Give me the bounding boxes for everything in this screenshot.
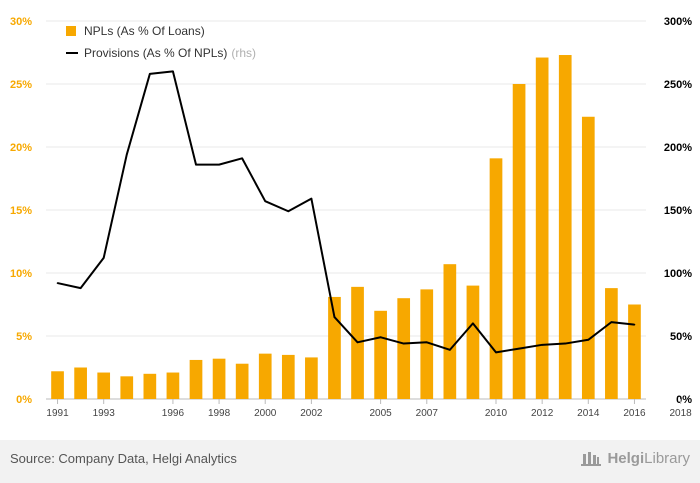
line-point (333, 316, 336, 318)
line-point (149, 73, 151, 75)
right-axis-tick-label: 200% (664, 142, 692, 154)
left-axis-tick-label: 5% (16, 331, 32, 343)
bar (305, 357, 318, 399)
right-axis-tick-label: 150% (664, 205, 692, 217)
bar (558, 55, 572, 400)
x-axis-tick-label: 2010 (485, 408, 508, 419)
right-axis-tick-label: 300% (664, 16, 692, 28)
brand-name-part2: Library (644, 449, 690, 467)
bar (443, 264, 457, 399)
x-axis-tick-label: 2007 (416, 408, 439, 419)
bar (420, 289, 434, 399)
bar (97, 372, 111, 399)
line-point (218, 163, 220, 166)
chart-svg: 0% 5% 10% 15% 20% 25% 30% 0% 50% 100% 150% 200% 250%… (10, 16, 692, 419)
line-point (610, 321, 613, 323)
line-point (310, 197, 313, 200)
bar (212, 358, 226, 399)
right-axis-tick-label: 250% (664, 79, 692, 91)
line-point (56, 282, 59, 284)
right-axis-tick-label: 0% (676, 394, 692, 406)
line-point (102, 257, 105, 259)
legend-label-provisions: Provisions (As % Of NPLs) (84, 46, 228, 60)
bar (281, 354, 295, 399)
bar (258, 353, 272, 399)
x-axis-tick-label: 2002 (300, 408, 323, 419)
legend: NPLs (As % Of Loans) Provisions (As % Of… (66, 20, 256, 64)
x-axis-tick-label: 2016 (623, 408, 646, 419)
left-axis-tick-label: 20% (10, 142, 32, 154)
bar (466, 285, 480, 399)
line-point (125, 153, 128, 156)
bar (581, 116, 595, 399)
line-point (402, 342, 405, 345)
line-point (379, 336, 382, 339)
x-axis-tick-label: 2005 (369, 408, 392, 419)
line-point (241, 157, 243, 160)
source-text: Source: Company Data, Helgi Analytics (10, 451, 237, 466)
x-axis-tick-label: 2012 (531, 408, 554, 419)
brand-logo[interactable]: Helgi Library (580, 449, 690, 467)
bar (189, 359, 203, 399)
line-point (449, 349, 451, 351)
left-axis-tick-label: 15% (10, 205, 32, 217)
legend-label-npls: NPLs (As % Of Loans) (84, 24, 205, 38)
bar (512, 84, 526, 399)
bar (120, 376, 134, 399)
x-axis-tick-label: 1996 (162, 408, 185, 419)
bar (51, 371, 64, 399)
bar (535, 57, 549, 399)
line-point (172, 70, 174, 73)
right-axis-tick-label: 50% (670, 331, 692, 343)
line-point (356, 341, 359, 344)
legend-swatch-line (66, 52, 78, 54)
legend-item-npls: NPLs (As % Of Loans) (66, 20, 256, 42)
line-point (541, 344, 543, 346)
bar (235, 363, 249, 399)
line-point (79, 287, 82, 289)
right-axis-tick-label: 100% (664, 268, 692, 280)
legend-item-provisions: Provisions (As % Of NPLs) (rhs) (66, 42, 256, 64)
legend-note-rhs: (rhs) (231, 46, 257, 60)
x-axis-tick-label: 2014 (577, 408, 600, 419)
bar (605, 288, 618, 399)
bar (374, 310, 387, 399)
left-axis-tick-label: 10% (10, 268, 32, 280)
library-icon (581, 452, 602, 466)
bar (143, 373, 157, 399)
left-axis-tick-label: 30% (10, 16, 32, 28)
line-point (587, 338, 590, 341)
x-axis-tick-label: 2018 (669, 408, 692, 419)
left-axis-tick-label: 0% (16, 394, 32, 406)
line-point (472, 322, 474, 325)
line-point (495, 351, 497, 354)
x-axis-tick-label: 2000 (254, 408, 277, 419)
bar (328, 296, 341, 399)
line-point (633, 323, 636, 326)
line-point (518, 347, 520, 350)
line-point (425, 341, 428, 344)
x-axis-tick-label: 1998 (208, 408, 231, 419)
brand-name-part1: Helgi (607, 449, 645, 467)
x-axis-tick-label: 1991 (46, 408, 69, 419)
left-axis-tick-label: 25% (10, 79, 32, 91)
bar (489, 158, 503, 399)
bar (74, 367, 87, 399)
provisions-line (57, 70, 635, 354)
line-point (287, 210, 290, 213)
bar (166, 372, 180, 399)
legend-swatch-bar (66, 26, 76, 36)
line-point (564, 342, 567, 345)
bar (397, 298, 411, 399)
bar (628, 304, 641, 399)
line-point (264, 200, 267, 202)
footer: Source: Company Data, Helgi Analytics He… (0, 440, 700, 483)
x-axis-tick-label: 1993 (93, 408, 116, 419)
line-point (195, 163, 197, 166)
